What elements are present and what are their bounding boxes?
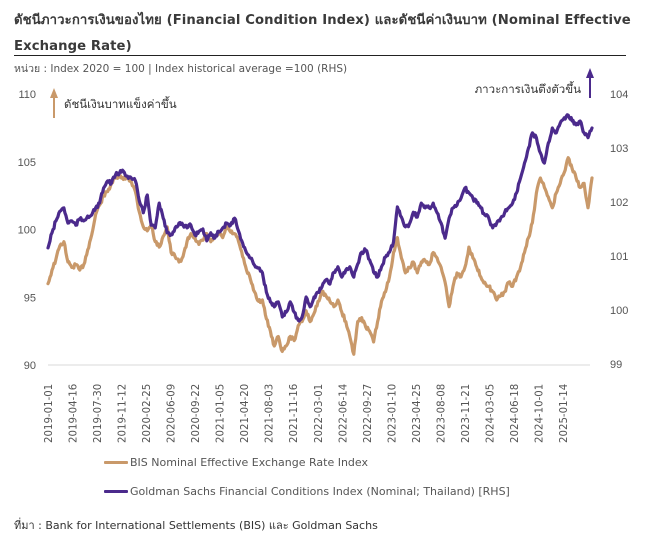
y-tick-left: 100 [18, 225, 36, 237]
axes: 90 95 100 105 110 99 100 101 102 103 104 2019-01-01… [18, 89, 629, 443]
annotations: ดัชนีเงินบาทแข็งค่าขึ้น ภาวะการเงินตึงตัว… [50, 68, 594, 118]
legend-label-gs: Goldman Sachs Financial Conditions Index… [130, 485, 510, 498]
chart-title: ดัชนีภาวะการเงินของไทย (Financial Condit… [14, 13, 631, 54]
x-tick-label: 2022-06-14 [338, 384, 349, 443]
y-tick-left: 110 [18, 89, 36, 101]
legend-item-bis: BIS Nominal Effective Exchange Rate Inde… [104, 456, 368, 469]
y-tick-right: 104 [610, 89, 628, 101]
series-line-gs-fci [46, 113, 594, 323]
x-tick-label: 2024-10-01 [534, 384, 545, 443]
y-tick-left: 95 [24, 292, 36, 304]
x-tick-label: 2020-09-22 [191, 384, 202, 443]
y-tick-right: 103 [610, 143, 628, 155]
x-tick-label: 2021-04-20 [240, 384, 251, 443]
source-note: ที่มา : Bank for International Settlemen… [14, 519, 378, 532]
x-tick-label: 2024-06-18 [510, 384, 521, 443]
x-tick-label: 2022-09-27 [363, 384, 374, 443]
y-tick-right: 99 [610, 359, 622, 371]
x-tick-label: 2020-06-09 [167, 384, 178, 443]
legend-item-gs: Goldman Sachs Financial Conditions Index… [104, 485, 510, 498]
x-tick-label: 2024-03-05 [485, 384, 496, 443]
annotation-left: ดัชนีเงินบาทแข็งค่าขึ้น [64, 96, 177, 111]
y-tick-right: 102 [610, 197, 628, 209]
y-tick-right: 100 [610, 305, 628, 317]
title-divider [14, 55, 626, 56]
x-tick-label: 2025-01-14 [559, 384, 570, 443]
y-tick-right: 101 [610, 251, 628, 263]
x-tick-label: 2023-01-10 [387, 384, 398, 443]
x-tick-label: 2019-01-01 [44, 384, 55, 443]
lines [46, 113, 594, 356]
annotation-right: ภาวะการเงินตึงตัวขึ้น [475, 81, 582, 96]
x-tick-label: 2019-04-16 [69, 384, 80, 443]
legend-swatch-bis [104, 461, 128, 464]
legend-swatch-gs [104, 490, 128, 493]
strengthen-arrowhead-icon [50, 88, 58, 98]
chart: 90 95 100 105 110 99 100 101 102 103 104 2019-01-01… [18, 68, 629, 443]
tighten-arrowhead-icon [586, 68, 594, 78]
x-tick-label: 2022-03-01 [314, 384, 325, 443]
x-tick-label: 2019-07-30 [93, 384, 104, 443]
x-tick-label: 2020-02-25 [142, 384, 153, 443]
unit-note: หน่วย : Index 2020 = 100 | Index histori… [14, 63, 348, 75]
x-tick-label: 2021-01-05 [216, 384, 227, 443]
x-tick-label: 2021-08-03 [265, 384, 276, 443]
series-line-bis-neer [46, 156, 594, 356]
legend-label-bis: BIS Nominal Effective Exchange Rate Inde… [130, 456, 368, 469]
x-tick-label: 2023-11-21 [461, 384, 472, 443]
x-tick-label: 2023-08-08 [436, 384, 447, 443]
y-tick-left: 90 [24, 360, 36, 372]
x-tick-label: 2021-11-16 [289, 384, 300, 443]
x-tick-label: 2019-11-12 [118, 384, 129, 443]
y-tick-left: 105 [18, 157, 36, 169]
x-tick-label: 2023-04-25 [412, 384, 423, 443]
